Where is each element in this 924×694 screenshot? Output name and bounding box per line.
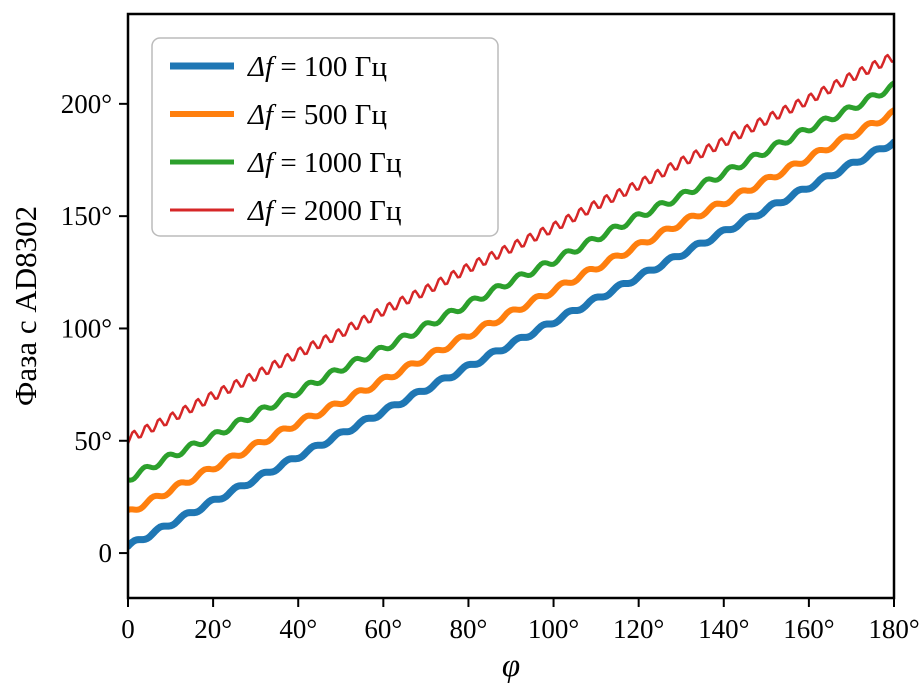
- legend-label-0: Δf = 100 Гц: [247, 51, 387, 83]
- y-tick-label: 150°: [61, 201, 112, 231]
- x-tick-label: 120°: [613, 614, 664, 644]
- x-tick-label: 140°: [698, 614, 749, 644]
- x-axis-label: φ: [502, 648, 520, 684]
- x-tick-label: 0: [121, 614, 135, 644]
- y-tick-label: 200°: [61, 89, 112, 119]
- series-group: [128, 53, 894, 550]
- legend-label-3: Δf = 2000 Гц: [247, 195, 401, 227]
- x-tick-label: 60°: [364, 614, 402, 644]
- series-line-3: [128, 53, 894, 445]
- series-line-0: [128, 138, 894, 550]
- x-tick-label: 80°: [450, 614, 488, 644]
- series-line-1: [128, 107, 894, 513]
- x-tick-label: 100°: [528, 614, 579, 644]
- legend-box: [151, 37, 499, 237]
- axes-frame: [126, 12, 896, 600]
- x-tick-label: 20°: [194, 614, 232, 644]
- series-line-2: [128, 80, 894, 483]
- x-tick-label: 180°: [868, 614, 919, 644]
- x-tick-label: 160°: [783, 614, 834, 644]
- legend-label-1: Δf = 500 Гц: [247, 99, 387, 131]
- y-axis-label: Фаза с AD8302: [8, 206, 43, 406]
- x-tick-label: 40°: [279, 614, 317, 644]
- y-tick-label: 100°: [61, 313, 112, 343]
- legend-label-2: Δf = 1000 Гц: [247, 147, 401, 179]
- y-tick-label: 0: [99, 538, 113, 568]
- y-tick-label: 50°: [74, 426, 112, 456]
